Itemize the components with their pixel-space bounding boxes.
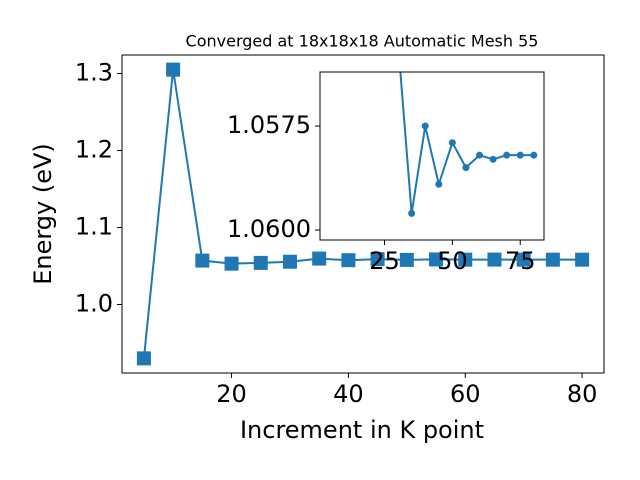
point xyxy=(370,252,385,267)
y-tick-label: 1.0600 xyxy=(227,215,311,243)
point xyxy=(516,151,524,159)
y-tick-label: 1.3 xyxy=(75,58,113,86)
axes-frame xyxy=(121,54,605,374)
point xyxy=(489,155,497,163)
point xyxy=(448,139,456,147)
point xyxy=(224,256,239,271)
point xyxy=(487,252,502,267)
y-tick-label: 1.1 xyxy=(75,212,113,240)
plot-area: 25 50 75 1.0575 1.0600 xyxy=(227,71,545,275)
point xyxy=(575,252,590,267)
point xyxy=(408,209,416,217)
x-tick-label: 60 xyxy=(450,380,481,408)
point xyxy=(341,253,356,268)
point xyxy=(253,255,268,270)
point xyxy=(545,252,560,267)
point xyxy=(530,151,538,159)
point xyxy=(195,253,210,268)
chart-title: Converged at 18x18x18 Automatic Mesh 55 xyxy=(186,32,539,51)
y-axis-label: Energy (eV) xyxy=(29,143,57,285)
point xyxy=(458,252,473,267)
point xyxy=(503,151,511,159)
x-tick-label: 20 xyxy=(216,380,247,408)
point xyxy=(421,122,429,130)
point xyxy=(166,62,181,77)
axes-frame xyxy=(319,71,545,241)
point xyxy=(312,251,327,266)
x-tick-label: 25 xyxy=(369,247,400,275)
point xyxy=(476,151,484,159)
point xyxy=(429,252,444,267)
series-group xyxy=(399,72,538,217)
y-tick-label: 1.0575 xyxy=(227,111,311,139)
series-line xyxy=(142,69,583,359)
y-tick-label: 1.0 xyxy=(75,289,113,317)
point xyxy=(435,180,443,188)
x-axis-label: Increment in K point xyxy=(240,416,484,444)
point xyxy=(516,252,531,267)
x-tick-label: 80 xyxy=(567,380,598,408)
x-tick-label: 75 xyxy=(505,247,536,275)
x-tick-label: 50 xyxy=(437,247,468,275)
x-tick-label: 40 xyxy=(333,380,364,408)
series-group xyxy=(136,62,590,366)
y-tick-label: 1.2 xyxy=(75,135,113,163)
point xyxy=(462,164,470,172)
point xyxy=(136,351,151,366)
point xyxy=(282,254,297,269)
point xyxy=(399,252,414,267)
